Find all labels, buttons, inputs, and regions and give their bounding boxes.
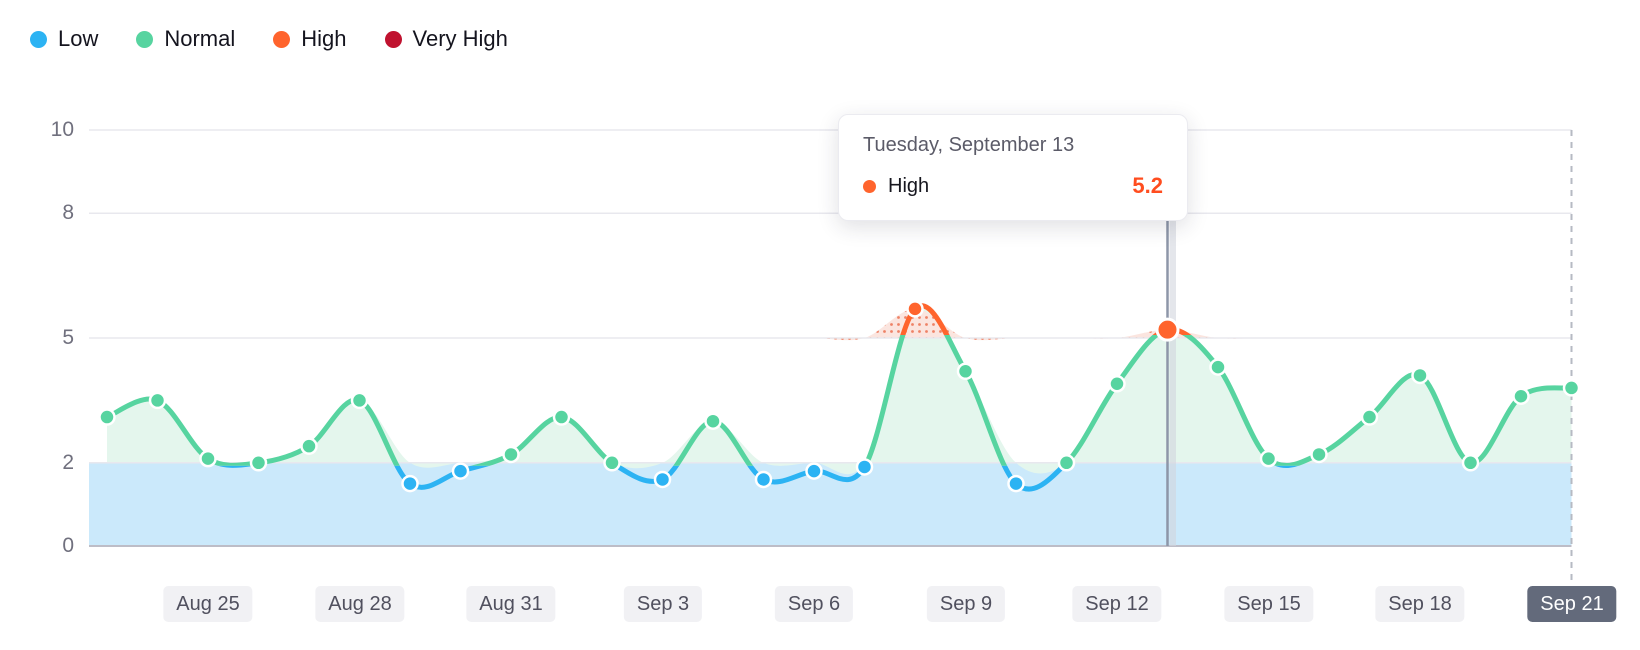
data-point-dot[interactable]	[653, 470, 672, 489]
legend-item-very-high[interactable]: Very High	[384, 26, 508, 52]
tooltip-row: High 5.2	[863, 173, 1163, 199]
data-point-dot[interactable]	[1209, 358, 1227, 376]
tooltip-series-label: High	[888, 174, 930, 197]
y-tick-label-8: 8	[62, 201, 74, 224]
x-tick-aug-31[interactable]: Aug 31	[466, 586, 556, 622]
data-point-dot[interactable]	[300, 437, 318, 455]
x-tick-sep-21-active[interactable]: Sep 21	[1527, 586, 1617, 622]
data-point-dot[interactable]	[98, 408, 116, 426]
x-tick-sep-3[interactable]: Sep 3	[623, 586, 703, 622]
data-point-dot[interactable]	[1411, 366, 1429, 385]
data-point-dot[interactable]	[1360, 408, 1379, 426]
data-point-dot[interactable]	[603, 454, 621, 472]
legend-label-high: High	[301, 26, 347, 51]
legend-item-normal[interactable]: Normal	[136, 26, 235, 52]
data-point-dot[interactable]	[249, 454, 268, 472]
normal-dot-icon	[136, 30, 154, 48]
high-area-fill	[107, 308, 1572, 341]
data-point-dot[interactable]	[199, 449, 217, 468]
data-point-dot[interactable]	[1562, 379, 1581, 397]
chart-tooltip: Tuesday, September 13 High 5.2	[838, 114, 1188, 221]
x-tick-sep-18[interactable]: Sep 18	[1375, 586, 1465, 622]
data-point-dot[interactable]	[956, 362, 975, 381]
tooltip-date: Tuesday, September 13	[863, 134, 1075, 156]
selected-data-point-dot[interactable]	[1155, 317, 1180, 342]
normal-area-fill	[107, 306, 1572, 475]
tooltip-high-dot-icon	[863, 179, 876, 193]
data-point-dot[interactable]	[1108, 375, 1126, 393]
tooltip-value: 5.2	[1132, 173, 1163, 198]
data-point-dot[interactable]	[805, 462, 823, 480]
x-tick-sep-6[interactable]: Sep 6	[774, 586, 854, 622]
y-tick-label-10: 10	[50, 118, 74, 141]
legend-item-low[interactable]: Low	[30, 26, 98, 52]
x-tick-aug-25[interactable]: Aug 25	[163, 586, 253, 622]
x-tick-sep-9[interactable]: Sep 9	[926, 586, 1006, 622]
data-point-dot[interactable]	[552, 408, 571, 426]
y-tick-label-0: 0	[62, 534, 74, 557]
data-point-dot[interactable]	[350, 391, 369, 410]
data-point-dot[interactable]	[1310, 445, 1328, 464]
data-point-dot[interactable]	[1007, 474, 1025, 493]
low-dot-icon	[30, 30, 47, 48]
data-point-dot[interactable]	[502, 445, 520, 464]
y-tick-label-5: 5	[62, 326, 74, 349]
data-point-dot[interactable]	[1259, 449, 1278, 468]
legend-item-high[interactable]: High	[273, 26, 347, 52]
legend-label-normal: Normal	[164, 26, 236, 51]
very-high-dot-icon	[384, 30, 402, 48]
data-point-dot[interactable]	[1512, 387, 1530, 405]
legend: Low Normal High Very High	[30, 26, 508, 52]
legend-label-very-high: Very High	[412, 26, 508, 51]
data-point-dot[interactable]	[148, 391, 167, 410]
data-point-dot[interactable]	[1057, 454, 1076, 472]
legend-label-low: Low	[58, 26, 99, 51]
data-point-dot[interactable]	[1461, 454, 1480, 472]
x-tick-aug-28[interactable]: Aug 28	[315, 586, 405, 622]
data-point-dot[interactable]	[451, 462, 470, 480]
x-tick-sep-15[interactable]: Sep 15	[1224, 586, 1314, 622]
data-point-dot[interactable]	[855, 458, 874, 476]
y-tick-label-2: 2	[62, 451, 74, 474]
data-point-dot[interactable]	[906, 300, 924, 318]
data-point-dot[interactable]	[401, 474, 419, 493]
data-point-dot[interactable]	[704, 412, 722, 430]
data-point-dot[interactable]	[754, 470, 773, 489]
high-dot-icon	[273, 30, 291, 48]
x-tick-sep-12[interactable]: Sep 12	[1072, 586, 1162, 622]
